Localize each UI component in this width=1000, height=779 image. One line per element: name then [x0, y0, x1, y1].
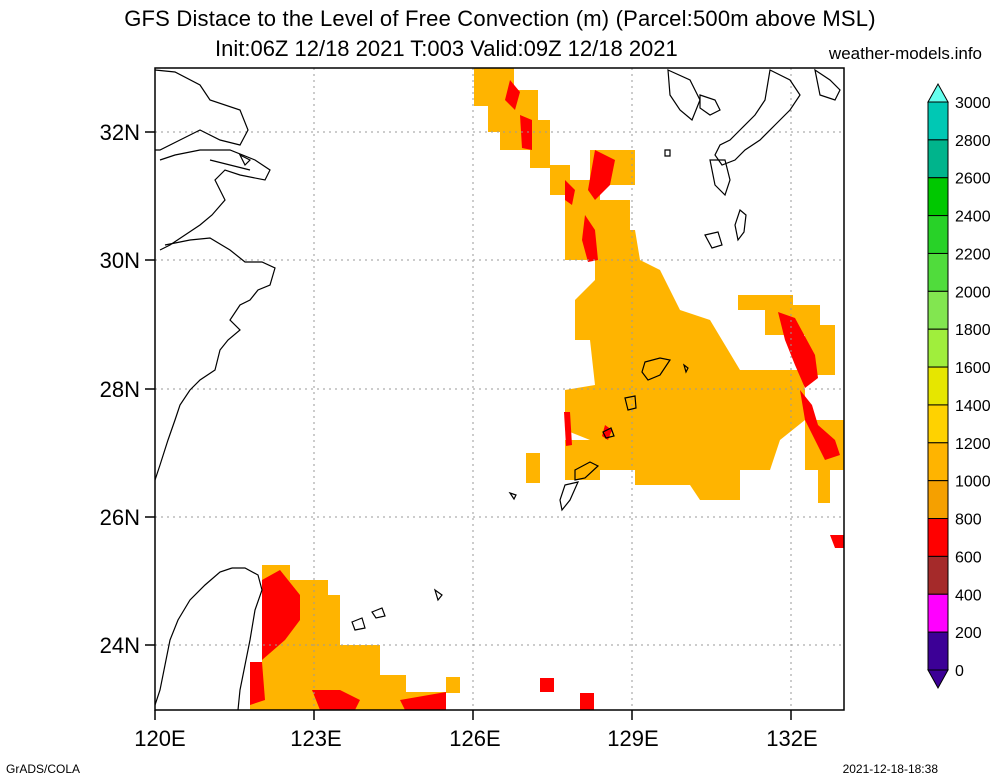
colorbar-band: [927, 290, 949, 330]
footer-timestamp: 2021-12-18-18:38: [842, 762, 938, 776]
colorbar-label: 600: [955, 549, 982, 566]
colorbar-band: [927, 215, 949, 254]
chart-subtitle: Init:06Z 12/18 2021 T:003 Valid:09Z 12/1…: [215, 36, 678, 61]
colorbar-label: 2600: [955, 171, 991, 188]
colorbar-band: [927, 442, 949, 482]
colorbar-band: [927, 480, 949, 520]
colorbar-bottom-arrow: [927, 669, 949, 690]
credit-text: weather-models.info: [828, 44, 982, 63]
lon-label-126e: 126E: [449, 726, 500, 751]
colorbar-label: 1000: [955, 474, 991, 491]
axis-ticks: [145, 131, 792, 720]
lat-label-30n: 30N: [100, 248, 140, 273]
lat-label-24n: 24N: [100, 633, 140, 658]
lfc-fill-red: [250, 80, 844, 710]
colorbar-band: [927, 593, 949, 633]
colorbar-band: [927, 631, 949, 671]
colorbar-band: [927, 518, 949, 557]
colorbar-label: 1600: [955, 360, 991, 377]
map-gridlines: [155, 68, 844, 710]
colorbar-band: [927, 555, 949, 595]
lat-label-28n: 28N: [100, 377, 140, 402]
colorbar-band: [927, 139, 949, 179]
colorbar-label: 2200: [955, 246, 991, 263]
colorbar: 3000280026002400220020001800160014001200…: [927, 82, 991, 690]
colorbar-label: 3000: [955, 95, 991, 112]
colorbar-band: [927, 328, 949, 368]
map-plot: [155, 68, 844, 710]
chart-title: GFS Distace to the Level of Free Convect…: [124, 6, 876, 31]
colorbar-label: 2800: [955, 133, 991, 150]
lon-label-120e: 120E: [134, 726, 185, 751]
colorbar-band: [927, 177, 949, 217]
colorbar-top-arrow: [927, 82, 949, 103]
colorbar-label: 1800: [955, 322, 991, 339]
coastlines: [155, 68, 841, 710]
lon-label-129e: 129E: [607, 726, 658, 751]
colorbar-band: [927, 366, 949, 406]
lon-label-123e: 123E: [290, 726, 341, 751]
colorbar-band: [927, 252, 949, 292]
colorbar-label: 0: [955, 663, 964, 680]
colorbar-segments: [927, 101, 949, 671]
lon-labels: 120E 123E 126E 129E 132E: [134, 726, 817, 751]
colorbar-band: [927, 404, 949, 444]
colorbar-label: 800: [955, 512, 982, 529]
colorbar-label: 1200: [955, 436, 991, 453]
lat-label-26n: 26N: [100, 505, 140, 530]
footer-software: GrADS/COLA: [6, 762, 81, 776]
colorbar-label: 1400: [955, 398, 991, 415]
colorbar-label: 200: [955, 625, 982, 642]
colorbar-label: 400: [955, 587, 982, 604]
lon-label-132e: 132E: [766, 726, 817, 751]
colorbar-label: 2000: [955, 284, 991, 301]
lat-labels: 32N 30N 28N 26N 24N: [100, 120, 140, 658]
colorbar-labels: 3000280026002400220020001800160014001200…: [955, 95, 991, 680]
colorbar-band: [927, 101, 949, 141]
colorbar-label: 2400: [955, 209, 991, 226]
lat-label-32n: 32N: [100, 120, 140, 145]
